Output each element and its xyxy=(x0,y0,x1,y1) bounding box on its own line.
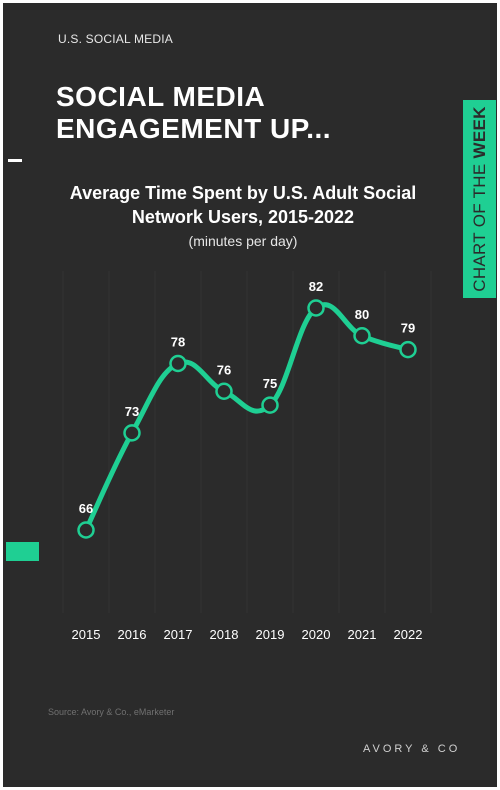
x-tick-label: 2017 xyxy=(164,627,193,642)
data-point xyxy=(307,299,325,317)
data-points xyxy=(77,299,417,539)
chart-card: U.S. SOCIAL MEDIA SOCIAL MEDIA ENGAGEMEN… xyxy=(3,3,497,787)
data-label: 82 xyxy=(309,279,323,294)
chart-of-the-week-tab: CHART OF THE WEEK xyxy=(463,100,496,298)
line-chart: 66 73 78 76 75 82 80 79 2015 2016 2017 2018 2019 202… xyxy=(62,271,432,642)
x-tick-labels: 2015 2016 2017 2018 2019 2020 2021 2022 xyxy=(72,627,423,642)
data-point xyxy=(77,521,95,539)
accent-block xyxy=(6,542,39,561)
data-label: 76 xyxy=(217,362,231,377)
x-tick-label: 2016 xyxy=(118,627,147,642)
x-tick-label: 2020 xyxy=(302,627,331,642)
data-point xyxy=(123,424,141,442)
data-point xyxy=(215,382,233,400)
data-point xyxy=(399,340,417,359)
data-label: 79 xyxy=(401,321,415,336)
data-label: 75 xyxy=(263,376,277,391)
data-label: 80 xyxy=(355,307,369,322)
x-tick-label: 2019 xyxy=(256,627,285,642)
x-tick-label: 2018 xyxy=(210,627,239,642)
chart-title: Average Time Spent by U.S. Adult Social … xyxy=(69,183,417,227)
gridlines xyxy=(62,271,432,613)
headline: SOCIAL MEDIA ENGAGEMENT UP... xyxy=(56,81,332,144)
x-tick-label: 2022 xyxy=(394,627,423,642)
source-note: Source: Avory & Co., eMarketer xyxy=(48,707,175,717)
data-label: 66 xyxy=(79,501,93,516)
data-label: 73 xyxy=(125,404,139,419)
chart-subtitle: (minutes per day) xyxy=(188,233,298,249)
data-label: 78 xyxy=(171,335,185,350)
data-point xyxy=(353,327,371,345)
kicker-label: U.S. SOCIAL MEDIA xyxy=(58,32,173,46)
x-tick-label: 2015 xyxy=(72,627,101,642)
data-point xyxy=(169,354,187,373)
data-point xyxy=(261,396,279,414)
brand-name: AVORY & CO xyxy=(363,743,461,755)
x-tick-label: 2021 xyxy=(348,627,377,642)
dash-accent xyxy=(8,159,22,162)
data-labels: 66 73 78 76 75 82 80 79 xyxy=(79,279,415,516)
